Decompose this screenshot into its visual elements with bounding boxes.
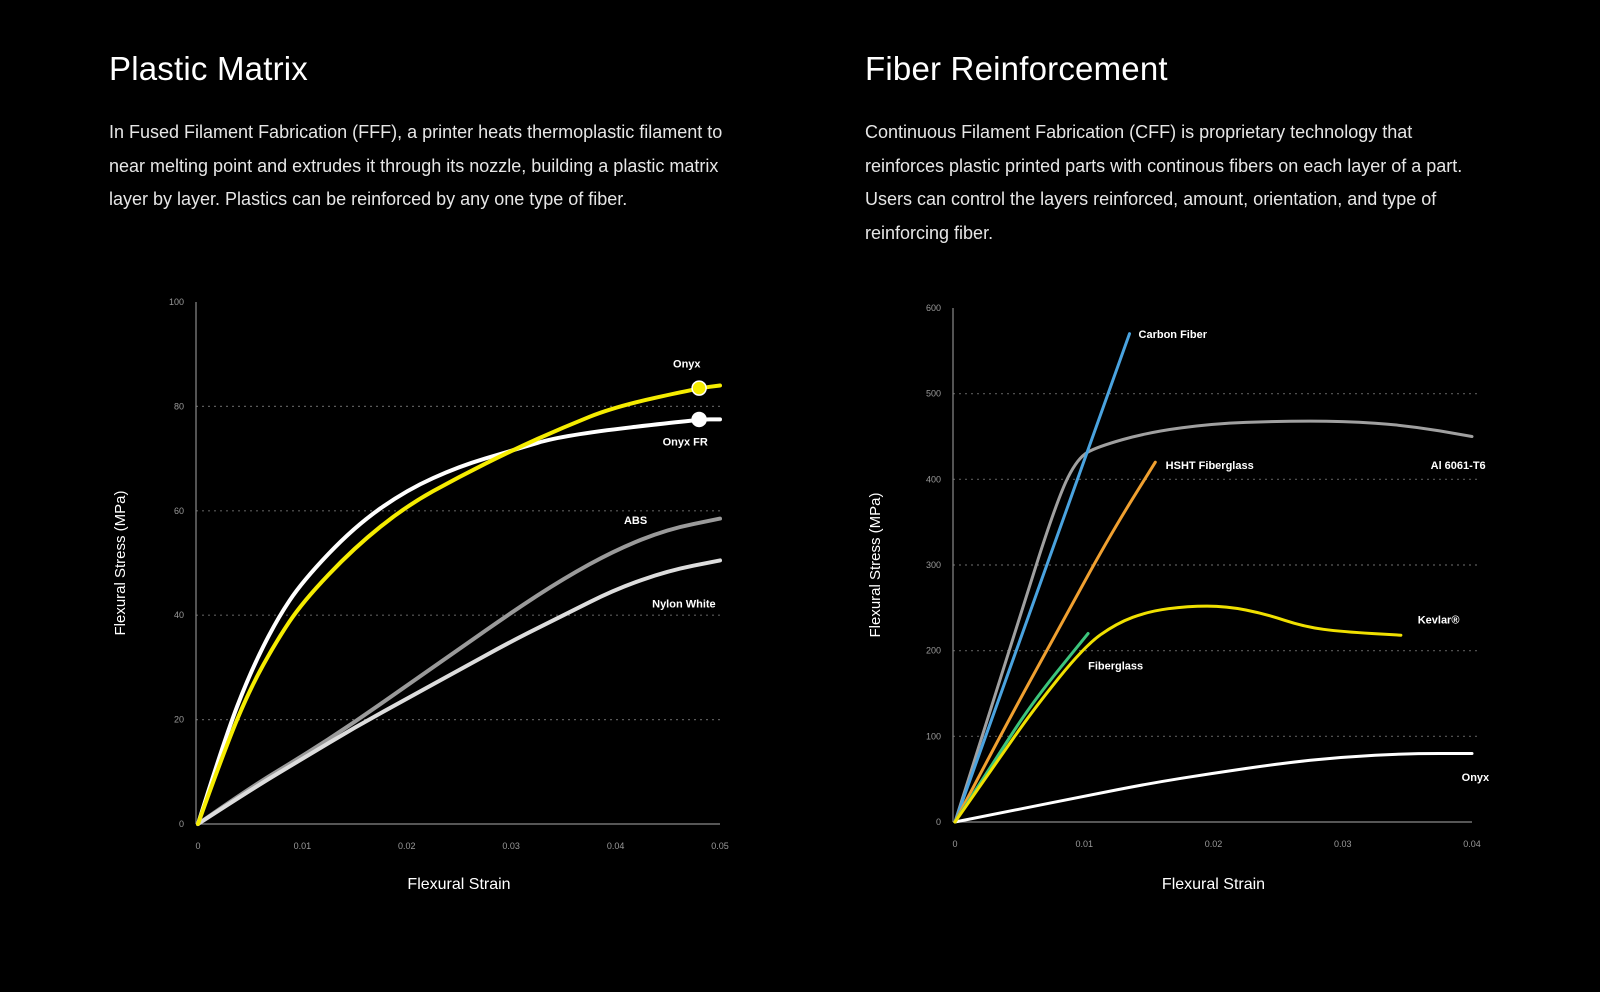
fiber-reinforcement-panel: Fiber Reinforcement Continuous Filament …: [740, 0, 1500, 992]
panel-description: Continuous Filament Fabrication (CFF) is…: [865, 122, 1463, 243]
series-line-abs: [196, 516, 722, 826]
y-axis-label: Flexural Stress (MPa): [112, 490, 129, 635]
x-tick-label: 0.05: [711, 841, 729, 851]
x-tick-label: 0.03: [502, 841, 520, 851]
panel-title: Plastic Matrix: [109, 50, 308, 87]
series-marker-onyx: [691, 380, 707, 396]
y-tick-label: 100: [169, 297, 184, 307]
y-tick-label: 300: [926, 560, 941, 570]
x-tick-label: 0.04: [607, 841, 625, 851]
series-line-kevlar: [953, 604, 1403, 824]
series-line-al-6061-t6: [953, 419, 1474, 824]
x-tick-label: 0: [952, 839, 957, 849]
x-tick-label: 0.02: [398, 841, 416, 851]
y-tick-label: 20: [174, 715, 184, 725]
series-label: Onyx: [673, 358, 701, 370]
x-axis-label: Flexural Strain: [1162, 876, 1265, 893]
series-line-onyx: [953, 752, 1474, 824]
x-tick-label: 0: [195, 841, 200, 851]
x-axis-label: Flexural Strain: [407, 876, 510, 893]
x-tick-label: 0.01: [1075, 839, 1093, 849]
y-tick-label: 100: [926, 731, 941, 741]
panel-description: In Fused Filament Fabrication (FFF), a p…: [109, 122, 723, 209]
series-line-onyx: [196, 383, 722, 826]
series-line-nylon-white: [196, 558, 722, 826]
series-label: Al 6061-T6: [1431, 460, 1486, 472]
x-tick-label: 0.02: [1205, 839, 1223, 849]
series-line-onyx-fr: [196, 417, 722, 826]
y-tick-label: 600: [926, 303, 941, 313]
y-tick-label: 40: [174, 610, 184, 620]
series-label: Kevlar®: [1418, 614, 1460, 626]
plastic-matrix-panel: Plastic Matrix In Fused Filament Fabrica…: [0, 0, 760, 992]
series-marker-onyx-fr: [691, 411, 707, 428]
series-label: Onyx FR: [663, 437, 708, 449]
y-tick-label: 60: [174, 506, 184, 516]
x-tick-label: 0.03: [1334, 839, 1352, 849]
y-tick-label: 80: [174, 401, 184, 411]
series-label: ABS: [624, 515, 647, 527]
series-line-hsht-fiberglass: [953, 460, 1157, 824]
series-label: Carbon Fiber: [1139, 329, 1208, 341]
y-tick-label: 0: [936, 817, 941, 827]
y-axis-label: Flexural Stress (MPa): [867, 492, 884, 637]
y-tick-label: 200: [926, 646, 941, 656]
panel-title: Fiber Reinforcement: [865, 50, 1168, 87]
x-tick-label: 0.01: [294, 841, 312, 851]
series-line-carbon-fiber: [953, 332, 1131, 824]
series-label: Onyx: [1462, 772, 1490, 784]
y-tick-label: 400: [926, 474, 941, 484]
series-label: Nylon White: [652, 598, 716, 610]
series-label: Fiberglass: [1088, 661, 1143, 673]
y-tick-label: 0: [179, 819, 184, 829]
series-label: HSHT Fiberglass: [1166, 460, 1254, 472]
x-tick-label: 0.04: [1463, 839, 1481, 849]
y-tick-label: 500: [926, 389, 941, 399]
